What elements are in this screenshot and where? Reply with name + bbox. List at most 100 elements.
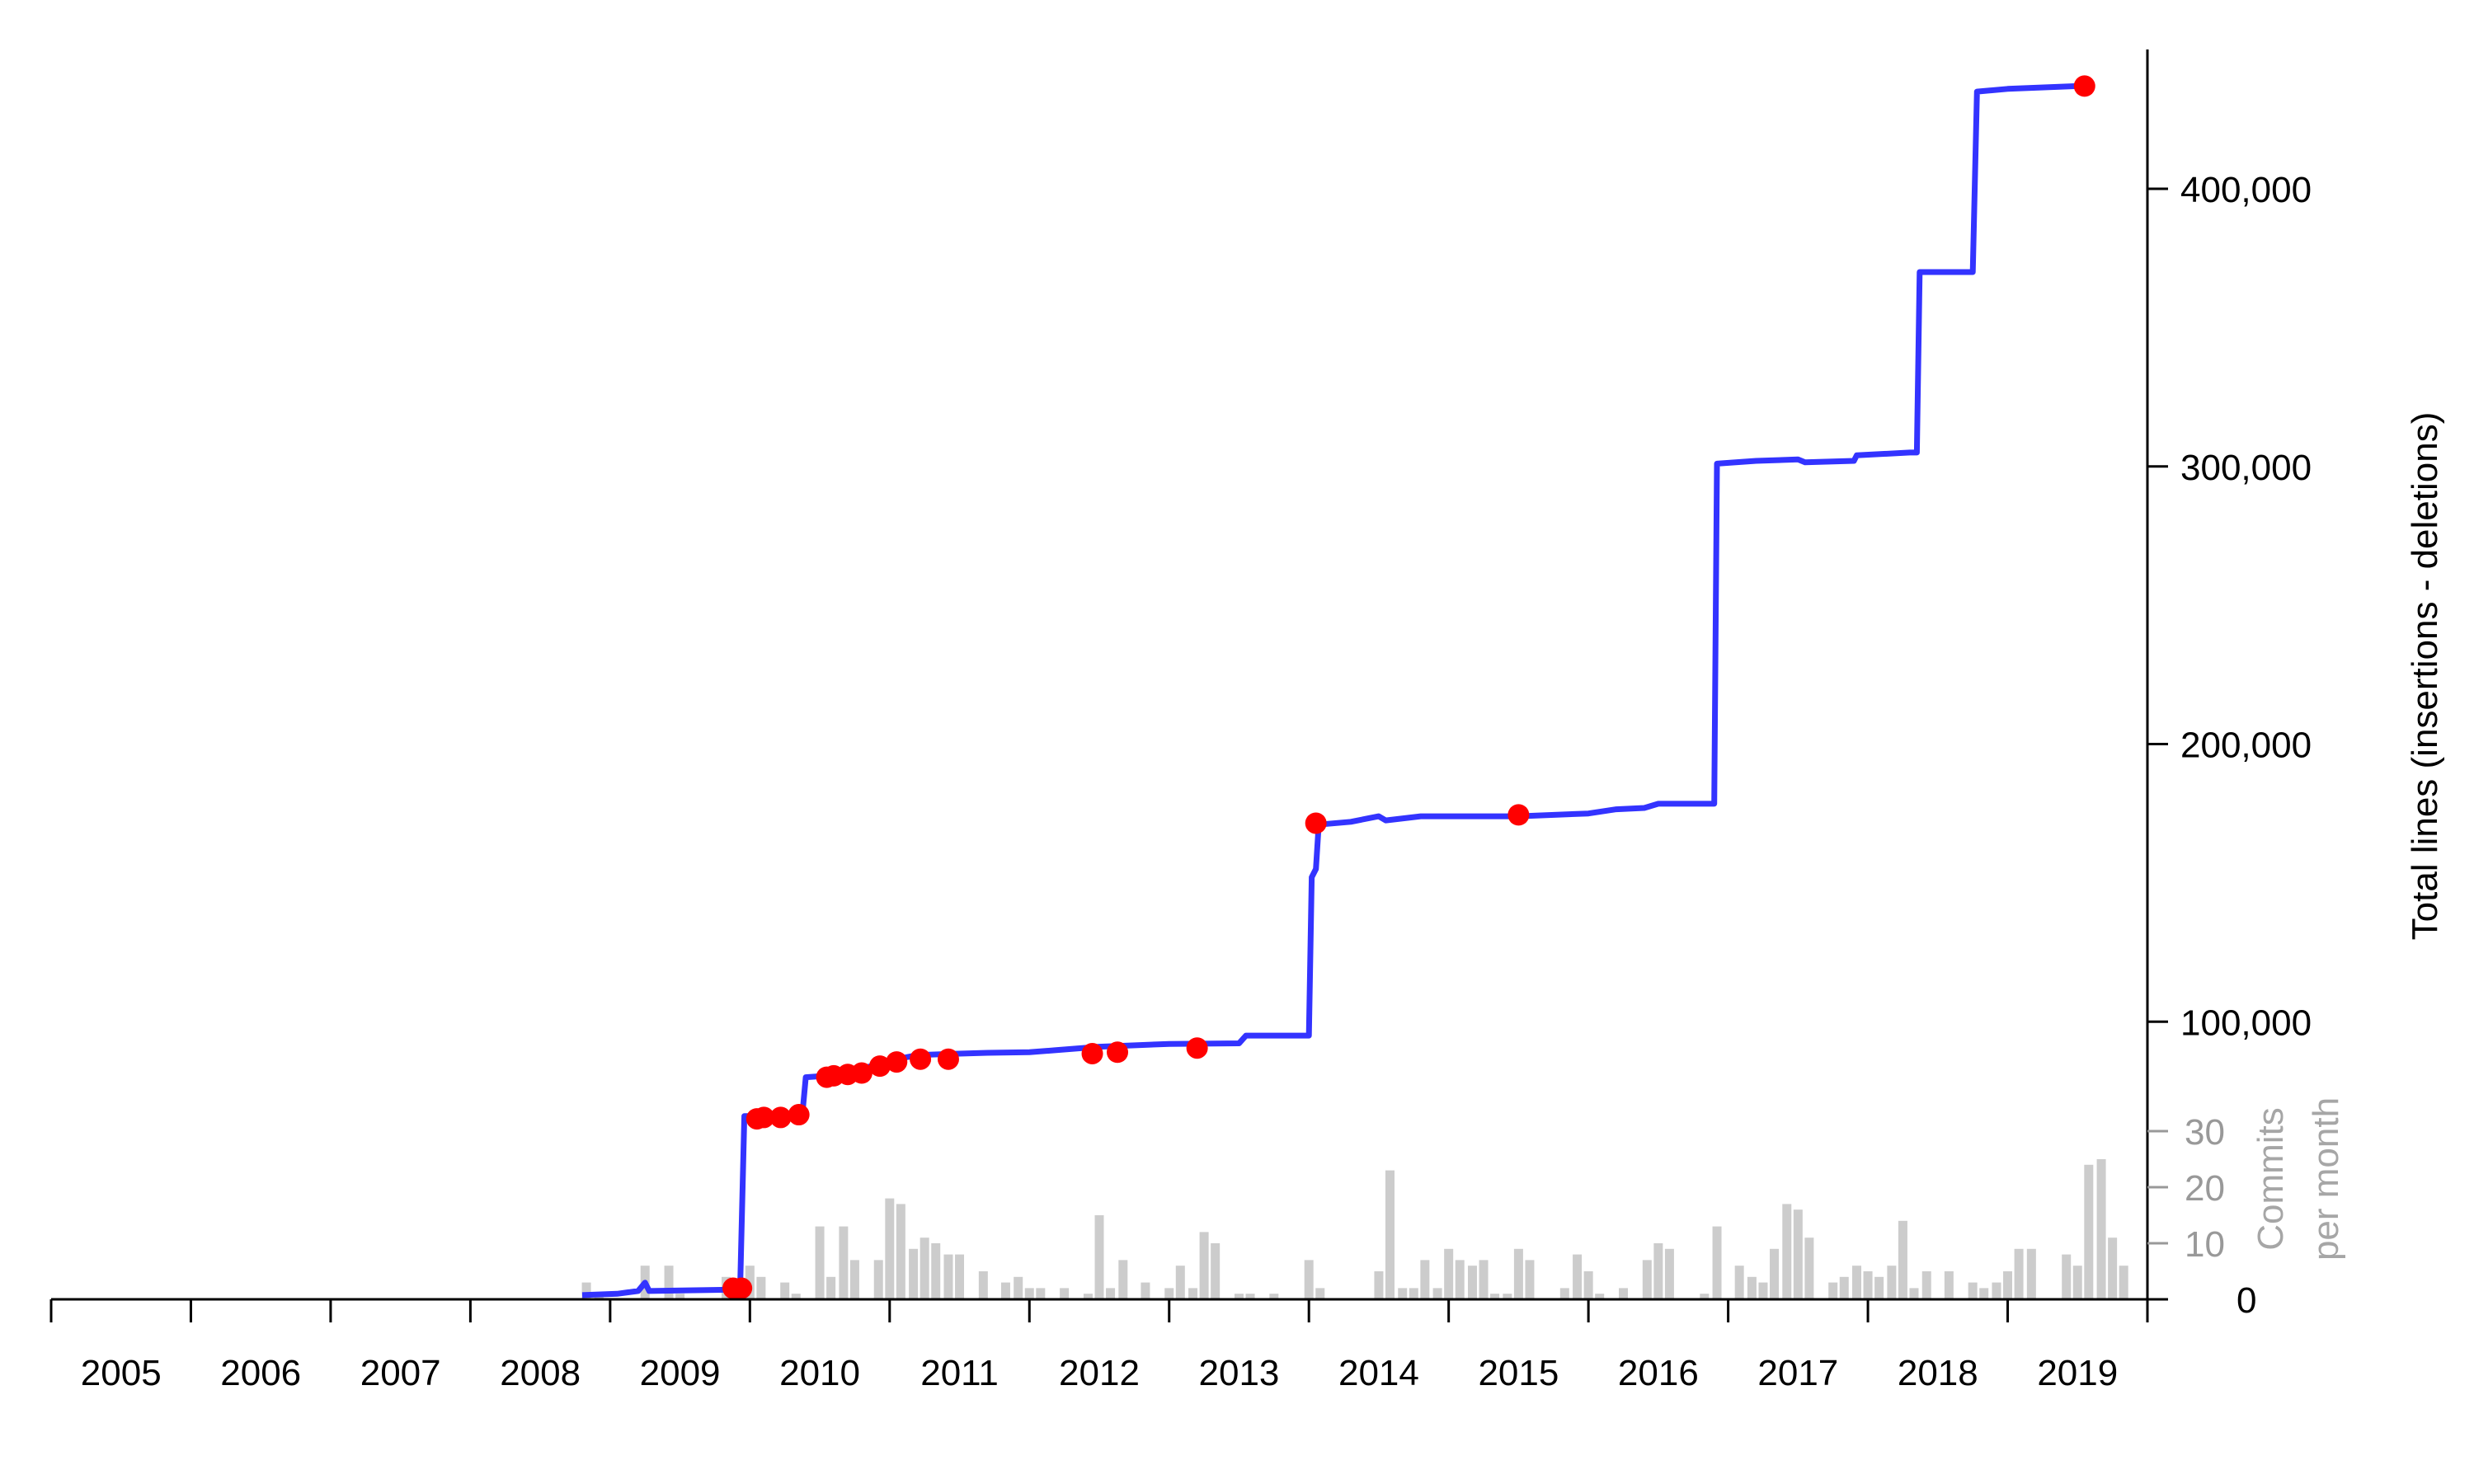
- commit-bar: [2096, 1159, 2106, 1299]
- commit-bar: [1782, 1204, 1792, 1299]
- commit-bar: [1467, 1266, 1477, 1299]
- x-tick-label: 2007: [360, 1353, 441, 1393]
- commit-bar: [1083, 1294, 1093, 1299]
- commit-bar: [1887, 1266, 1897, 1299]
- release-marker: [1507, 804, 1530, 826]
- commit-bar: [1315, 1288, 1325, 1299]
- commit-bar: [1852, 1266, 1862, 1299]
- commit-bar: [849, 1260, 859, 1299]
- commit-bar: [826, 1276, 836, 1299]
- release-marker: [1107, 1041, 1129, 1064]
- commit-bar: [1094, 1215, 1104, 1299]
- commit-bar: [1455, 1260, 1465, 1299]
- commit-bar: [1619, 1288, 1628, 1299]
- commit-bar: [2062, 1254, 2072, 1299]
- commit-bar: [1432, 1288, 1442, 1299]
- release-marker: [937, 1048, 959, 1070]
- commit-bar: [1234, 1294, 1244, 1299]
- commit-bar: [2072, 1266, 2082, 1299]
- commit-bar: [1712, 1226, 1722, 1299]
- commit-bar: [885, 1198, 895, 1299]
- x-tick-label: 2016: [1618, 1353, 1699, 1393]
- commit-bar: [1374, 1271, 1384, 1299]
- commit-bar: [943, 1254, 953, 1299]
- commit-bar: [1444, 1248, 1454, 1299]
- commit-bar: [1014, 1276, 1023, 1299]
- commit-bar: [1758, 1282, 1768, 1299]
- commit-bar: [978, 1271, 988, 1299]
- commit-bar: [1141, 1282, 1150, 1299]
- release-marker: [769, 1106, 792, 1129]
- commit-bar: [2084, 1164, 2094, 1299]
- commit-bar: [1106, 1288, 1116, 1299]
- x-tick-label: 2008: [500, 1353, 581, 1393]
- commit-bar: [1804, 1237, 1814, 1299]
- commit-bar: [1024, 1288, 1034, 1299]
- commit-bar: [1175, 1266, 1185, 1299]
- commit-bar: [1747, 1276, 1757, 1299]
- release-markers: [722, 75, 2095, 1299]
- commit-bar: [1118, 1260, 1128, 1299]
- commit-bar: [1573, 1254, 1583, 1299]
- commit-bar: [909, 1248, 919, 1299]
- release-marker: [868, 1055, 891, 1078]
- commit-bar: [1036, 1288, 1046, 1299]
- x-tick-label: 2019: [2037, 1353, 2118, 1393]
- commit-bar: [1979, 1288, 1989, 1299]
- commit-bar: [1921, 1271, 1931, 1299]
- y-tick-label: 300,000: [2180, 448, 2312, 488]
- commit-bar: [581, 1282, 591, 1299]
- commit-axis-title-line1: Commits: [2251, 1107, 2291, 1251]
- commit-bar: [1793, 1209, 1803, 1299]
- x-tick-label: 2015: [1478, 1353, 1559, 1393]
- release-marker: [788, 1104, 810, 1126]
- x-tick-label: 2012: [1059, 1353, 1140, 1393]
- commit-bar: [1245, 1294, 1255, 1299]
- x-tick-label: 2013: [1199, 1353, 1280, 1393]
- commit-bar: [1420, 1260, 1430, 1299]
- commit-bar: [1503, 1294, 1512, 1299]
- commit-bar: [2026, 1248, 2036, 1299]
- x-tick-label: 2017: [1757, 1353, 1838, 1393]
- commit-bar: [1664, 1248, 1674, 1299]
- commit-bar: [791, 1294, 801, 1299]
- commit-bar: [1385, 1170, 1395, 1299]
- commit-bar: [1211, 1243, 1221, 1299]
- commit-bar: [1583, 1271, 1593, 1299]
- commit-bar: [1770, 1248, 1780, 1299]
- commit-bar: [1595, 1294, 1605, 1299]
- commit-bar: [756, 1276, 766, 1299]
- commit-bar: [1968, 1282, 1978, 1299]
- commit-bar: [1839, 1276, 1849, 1299]
- commit-bar: [1559, 1288, 1569, 1299]
- commit-bar: [1000, 1282, 1010, 1299]
- release-marker: [850, 1062, 872, 1084]
- commit-bar: [664, 1266, 674, 1299]
- commit-bar: [1863, 1271, 1873, 1299]
- commit-bar: [1734, 1266, 1744, 1299]
- commit-bar: [1828, 1282, 1838, 1299]
- commit-bar: [1479, 1260, 1489, 1299]
- commit-axis-title-line2: per month: [2306, 1097, 2346, 1261]
- x-tick-label: 2018: [1898, 1353, 1978, 1393]
- commit-bar: [2003, 1271, 2013, 1299]
- commit-bar: [1642, 1260, 1652, 1299]
- x-tick-label: 2011: [920, 1353, 999, 1393]
- commit-bar: [1513, 1248, 1523, 1299]
- release-marker: [1081, 1042, 1103, 1064]
- commit-bar: [1898, 1220, 1907, 1299]
- x-tick-label: 2005: [81, 1353, 162, 1393]
- commit-bar: [1269, 1294, 1279, 1299]
- y-axis-title: Total lines (insertions - deletions): [2405, 412, 2445, 941]
- commit-bar: [2119, 1266, 2128, 1299]
- commit-bar: [1060, 1288, 1070, 1299]
- axes: 2005 2006 2007 2008 2009 2010 2011 2012 2013 2014…: [49, 49, 2312, 1393]
- commit-bar: [920, 1237, 929, 1299]
- release-marker: [886, 1051, 908, 1073]
- commit-bar: [931, 1243, 941, 1299]
- commit-bar: [1874, 1276, 1884, 1299]
- commit-bar: [2014, 1248, 2024, 1299]
- commit-bar: [675, 1294, 685, 1299]
- release-marker: [2073, 75, 2095, 97]
